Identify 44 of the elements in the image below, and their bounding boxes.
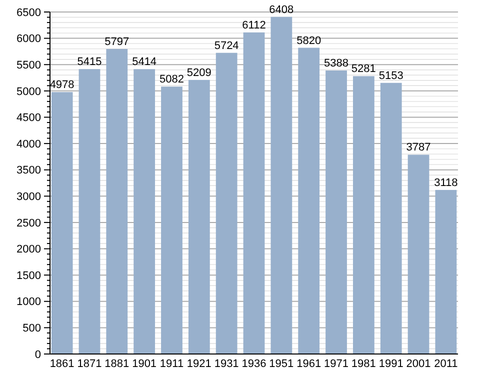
x-tick-label: 1951	[269, 358, 294, 370]
x-tick-label: 1961	[296, 358, 322, 370]
y-tick-label: 2500	[16, 217, 41, 230]
data-label: 5388	[324, 58, 348, 70]
x-tick-label: 1931	[214, 358, 239, 370]
data-label: 3787	[406, 142, 431, 154]
y-tick-label: 4500	[16, 112, 41, 124]
y-tick-label: 5000	[16, 86, 41, 98]
data-label: 4978	[50, 79, 74, 92]
data-label: 6408	[269, 4, 294, 16]
x-tick-label: 1971	[324, 358, 348, 370]
data-label: 5414	[132, 56, 157, 68]
data-label: 5415	[77, 56, 102, 68]
x-tick-label: 1861	[50, 358, 74, 370]
y-tick-label: 500	[22, 322, 41, 335]
y-tick-label: 1000	[16, 296, 41, 308]
data-label: 3118	[434, 176, 458, 189]
y-tick-label: 5500	[16, 59, 41, 72]
data-label: 6112	[242, 19, 266, 32]
data-label: 5797	[104, 36, 130, 48]
data-label: 5153	[378, 70, 404, 82]
x-tick-label: 1991	[378, 358, 404, 370]
y-tick-label: 1500	[16, 270, 41, 282]
y-tick-label: 3000	[16, 191, 41, 204]
y-tick-label: 0	[34, 348, 41, 361]
x-tick-label: 1871	[77, 358, 102, 370]
y-tick-label: 3500	[16, 164, 41, 177]
x-tick-label: 1981	[351, 358, 376, 370]
y-tick-label: 6500	[16, 6, 41, 19]
x-tick-label: 1881	[104, 358, 130, 370]
data-label: 5820	[296, 34, 322, 47]
data-label: 5281	[351, 63, 376, 76]
y-tick-label: 2000	[16, 244, 41, 256]
data-label: 5082	[160, 74, 184, 86]
x-tick-label: 1911	[160, 358, 184, 370]
x-tick-label: 2011	[434, 358, 458, 370]
y-tick-label: 4000	[16, 138, 41, 150]
x-tick-label: 2001	[406, 358, 431, 370]
y-tick-label: 6000	[16, 33, 41, 46]
data-label: 5724	[214, 40, 239, 52]
x-tick-label: 1936	[242, 358, 266, 370]
data-label: 5209	[186, 66, 212, 79]
x-tick-label: 1921	[186, 358, 212, 370]
x-tick-label: 1901	[132, 358, 157, 370]
